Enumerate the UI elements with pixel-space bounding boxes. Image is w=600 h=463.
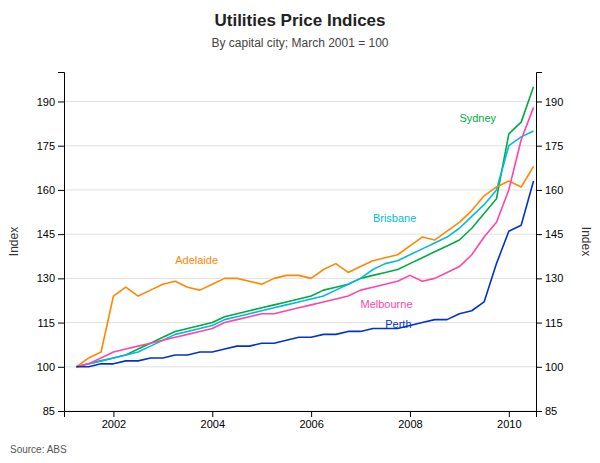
tick-label: 190	[37, 95, 55, 107]
tick: 190	[37, 95, 64, 107]
tick-label: 115	[545, 317, 563, 329]
tick-mark	[536, 323, 542, 324]
tick: 190	[536, 95, 563, 107]
tick-label: 2008	[398, 418, 422, 430]
y-axis: 85 100 115 130 145 160 175 190	[37, 73, 65, 418]
tick-mark	[113, 411, 114, 417]
tick-mark	[536, 411, 542, 412]
series-label: Sydney	[459, 112, 496, 124]
tick: 160	[37, 184, 64, 196]
tick-mark	[536, 367, 542, 368]
series-label: Perth	[385, 318, 411, 330]
tick-mark	[58, 278, 64, 279]
tick-mark	[58, 190, 64, 191]
tick-mark	[58, 323, 64, 324]
source-note: Source: ABS	[10, 444, 67, 455]
tick-label: 2002	[102, 418, 126, 430]
tick-label: 145	[37, 228, 55, 240]
series-group	[76, 87, 533, 367]
tick: 175	[536, 140, 563, 152]
plot-area: 2002 2004 2006 2008 2010 85 100 115 130 145 160 175…	[37, 73, 564, 430]
subtitle: By capital city; March 2001 = 100	[211, 36, 388, 50]
tick: 100	[536, 361, 563, 373]
tick: 145	[37, 228, 64, 240]
axis-line	[537, 73, 543, 412]
title: Utilities Price Indices	[214, 11, 385, 30]
tick-label: 2006	[299, 418, 323, 430]
annotations: Sydney Brisbane Adelaide Melbourne Perth	[175, 112, 496, 330]
tick-label: 130	[37, 272, 55, 284]
chart: Utilities Price Indices By capital city; …	[0, 0, 600, 463]
tick-label: 160	[37, 184, 55, 196]
tick-mark	[536, 190, 542, 191]
tick-label: 2004	[201, 418, 225, 430]
series-label: Melbourne	[361, 298, 413, 310]
tick: 2010	[497, 411, 521, 430]
y2-axis: 85 100 115 130 145 160 175 190	[536, 73, 563, 418]
tick-label: 130	[545, 272, 563, 284]
grid-line	[64, 278, 536, 279]
tick-label: 100	[37, 361, 55, 373]
tick: 145	[536, 228, 563, 240]
tick: 100	[37, 361, 64, 373]
tick-mark	[536, 234, 542, 235]
series-line	[76, 131, 533, 367]
tick-mark	[58, 411, 64, 412]
grid-line	[64, 322, 536, 323]
series-line	[76, 166, 533, 366]
tick: 85	[43, 405, 64, 417]
grid-line	[64, 101, 536, 102]
y-axis-title: Index	[7, 227, 21, 256]
tick-mark	[58, 367, 64, 368]
grid-line	[64, 366, 536, 367]
tick: 2002	[102, 411, 126, 430]
x-axis: 2002 2004 2006 2008 2010	[65, 411, 537, 430]
tick-label: 115	[37, 317, 55, 329]
tick: 2008	[398, 411, 422, 430]
tick: 85	[536, 405, 557, 417]
tick-label: 85	[545, 405, 557, 417]
tick-mark	[58, 146, 64, 147]
axis-line	[58, 73, 65, 412]
tick-mark	[58, 101, 64, 102]
tick-mark	[509, 411, 510, 417]
tick-mark	[536, 278, 542, 279]
series-line	[76, 87, 533, 367]
tick-mark	[311, 411, 312, 417]
tick: 2004	[201, 411, 225, 430]
tick: 115	[536, 317, 563, 329]
tick: 160	[536, 184, 563, 196]
tick-label: 190	[545, 95, 563, 107]
series-label: Adelaide	[175, 254, 218, 266]
grid-line	[64, 189, 536, 190]
y2-axis-title: Index	[579, 227, 593, 256]
tick: 2006	[299, 411, 323, 430]
axis-line	[65, 412, 537, 418]
tick-label: 100	[545, 361, 563, 373]
tick-label: 85	[43, 405, 55, 417]
grid	[64, 101, 536, 411]
tick-mark	[410, 411, 411, 417]
tick-mark	[536, 101, 542, 102]
tick-label: 145	[545, 228, 563, 240]
tick: 130	[536, 272, 563, 284]
tick-label: 2010	[497, 418, 521, 430]
tick-mark	[212, 411, 213, 417]
series-label: Brisbane	[373, 212, 416, 224]
tick: 175	[37, 140, 64, 152]
tick-label: 175	[37, 140, 55, 152]
tick-mark	[58, 234, 64, 235]
tick: 115	[37, 317, 64, 329]
tick-label: 160	[545, 184, 563, 196]
grid-line	[64, 145, 536, 146]
series-line	[76, 107, 533, 366]
tick: 130	[37, 272, 64, 284]
tick-mark	[536, 146, 542, 147]
tick-label: 175	[545, 140, 563, 152]
series-line	[76, 181, 533, 367]
